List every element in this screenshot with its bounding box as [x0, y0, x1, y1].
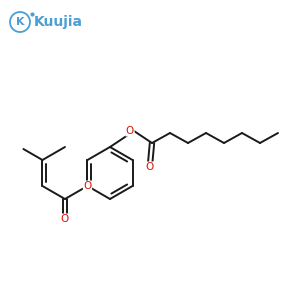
- Text: O: O: [61, 214, 69, 224]
- Text: O: O: [83, 181, 92, 191]
- Text: Kuujia: Kuujia: [34, 15, 83, 29]
- Text: O: O: [126, 126, 134, 136]
- Text: O: O: [146, 162, 154, 172]
- Text: K: K: [16, 17, 24, 27]
